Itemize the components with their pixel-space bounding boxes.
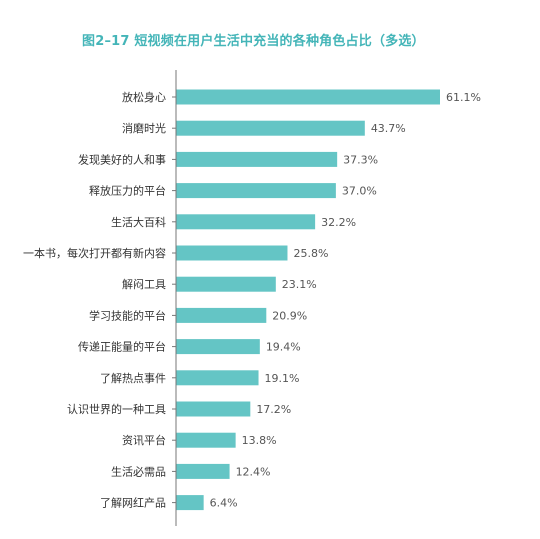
bar [176, 370, 259, 386]
value-label: 37.3% [343, 153, 378, 166]
chart-title: 图2–17 短视频在用户生活中充当的各种角色占比（多选） [82, 34, 425, 49]
category-label: 发现美好的人和事 [78, 152, 166, 166]
category-label: 生活必需品 [111, 464, 166, 478]
bar [176, 214, 316, 230]
value-label: 25.8% [293, 247, 328, 260]
value-labels: 61.1% 43.7% 37.3% 37.0% 32.2% 25.8% 23.1% 20.9%… [210, 91, 481, 510]
bar [176, 276, 276, 292]
category-label: 传递正能量的平台 [78, 340, 166, 354]
value-label: 61.1% [446, 91, 481, 104]
value-label: 23.1% [282, 278, 317, 291]
category-labels: 放松身心消磨时光发现美好的人和事释放压力的平台生活大百科一本书，每次打开都有新内… [23, 90, 166, 510]
value-label: 37.0% [342, 185, 377, 198]
value-label: 6.4% [210, 497, 238, 510]
category-label: 释放压力的平台 [89, 184, 166, 198]
bar [176, 120, 365, 136]
value-label: 12.4% [236, 465, 271, 478]
category-label: 学习技能的平台 [89, 308, 166, 322]
value-label: 43.7% [371, 122, 406, 135]
value-label: 13.8% [242, 434, 277, 447]
category-label: 生活大百科 [111, 215, 166, 229]
category-label: 一本书，每次打开都有新内容 [23, 246, 166, 260]
category-label: 消磨时光 [122, 121, 166, 135]
value-label: 19.4% [266, 341, 301, 354]
bar [176, 463, 230, 479]
bar [176, 339, 260, 355]
category-label: 认识世界的一种工具 [67, 402, 166, 416]
category-label: 放松身心 [122, 90, 166, 104]
bar [176, 432, 236, 448]
bars-layer [176, 89, 440, 511]
value-label: 32.2% [321, 216, 356, 229]
value-label: 20.9% [272, 309, 307, 322]
category-label: 了解热点事件 [100, 371, 166, 385]
bar [176, 183, 336, 199]
bar [176, 245, 288, 261]
value-label: 17.2% [256, 403, 291, 416]
bar [176, 307, 267, 323]
bar [176, 495, 204, 511]
category-label: 资讯平台 [122, 433, 166, 447]
category-label: 解闷工具 [122, 277, 166, 291]
bar [176, 89, 440, 105]
axis-layer [172, 70, 177, 526]
bar [176, 401, 251, 417]
bar [176, 151, 338, 167]
category-label: 了解网红产品 [100, 496, 166, 510]
value-label: 19.1% [265, 372, 300, 385]
